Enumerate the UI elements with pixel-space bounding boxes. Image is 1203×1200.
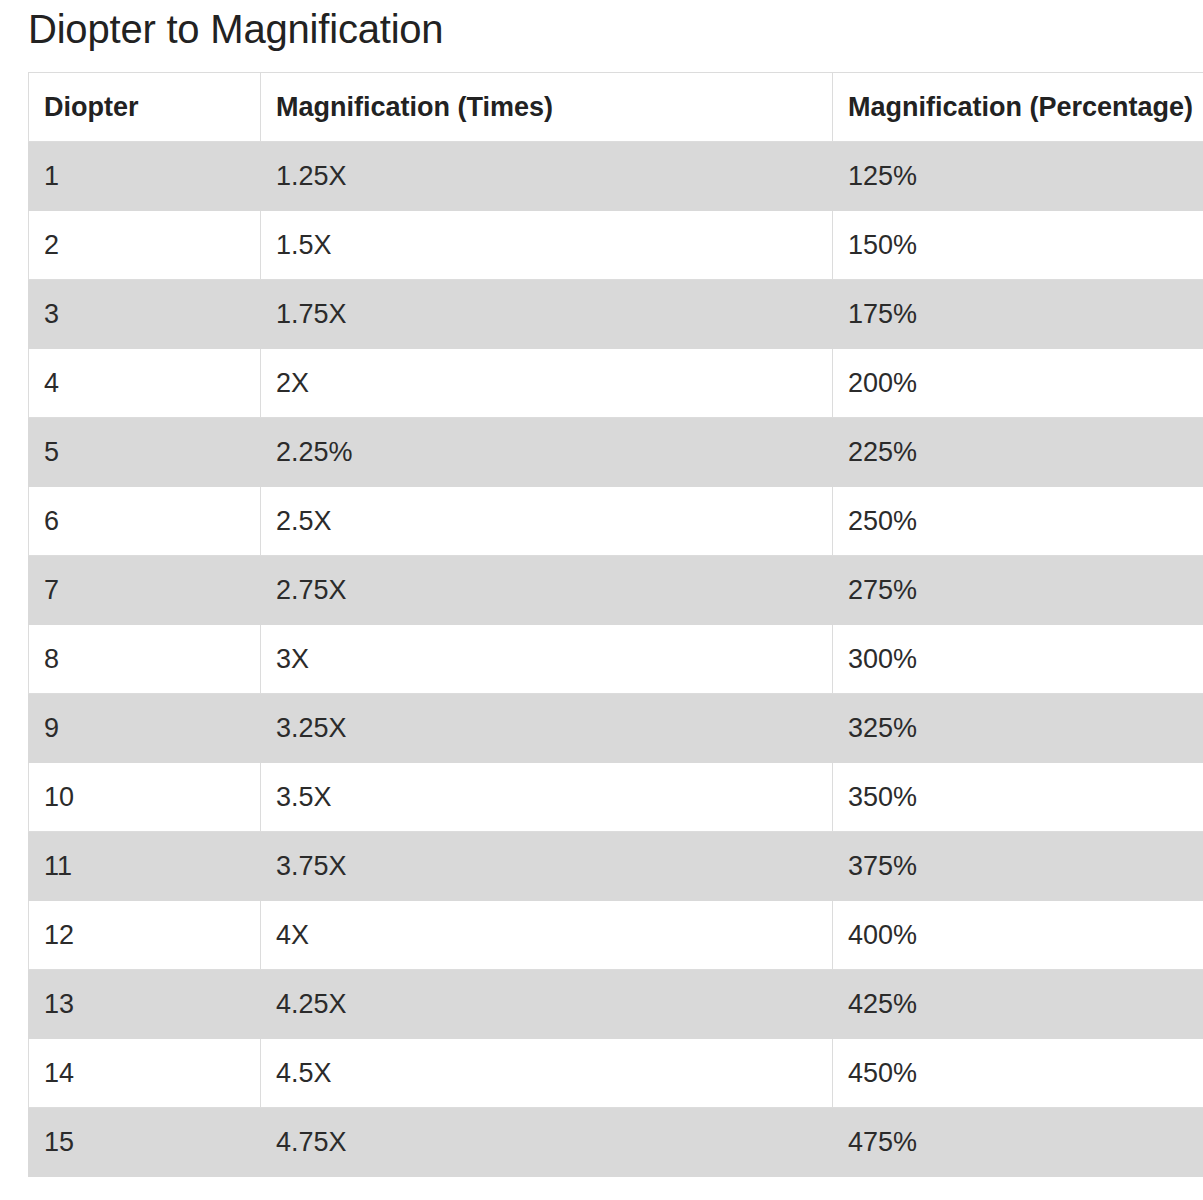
col-header-diopter: Diopter — [29, 73, 261, 142]
col-header-magnification-percentage: Magnification (Percentage) — [833, 73, 1203, 142]
diopter-cell: 7 — [29, 556, 261, 625]
magnification-percentage-cell: 175% — [833, 280, 1203, 349]
table-row: 124X400% — [29, 901, 1203, 970]
magnification-percentage-cell: 475% — [833, 1108, 1203, 1177]
table-header-row: Diopter Magnification (Times) Magnificat… — [29, 73, 1203, 142]
table-row: 11.25X125% — [29, 142, 1203, 211]
page-title: Diopter to Magnification — [28, 6, 1203, 52]
table-row: 103.5X350% — [29, 763, 1203, 832]
magnification-percentage-cell: 300% — [833, 625, 1203, 694]
table-row: 42X200% — [29, 349, 1203, 418]
magnification-times-cell: 2.75X — [261, 556, 833, 625]
magnification-times-cell: 3X — [261, 625, 833, 694]
magnification-percentage-cell: 150% — [833, 211, 1203, 280]
magnification-times-cell: 4.75X — [261, 1108, 833, 1177]
table-row: 21.5X150% — [29, 211, 1203, 280]
magnification-times-cell: 3.5X — [261, 763, 833, 832]
page: Diopter to Magnification Diopter Magnifi… — [0, 6, 1203, 1177]
diopter-cell: 12 — [29, 901, 261, 970]
magnification-percentage-cell: 200% — [833, 349, 1203, 418]
diopter-cell: 8 — [29, 625, 261, 694]
magnification-times-cell: 2.5X — [261, 487, 833, 556]
diopter-cell: 1 — [29, 142, 261, 211]
table-row: 93.25X325% — [29, 694, 1203, 763]
magnification-percentage-cell: 325% — [833, 694, 1203, 763]
magnification-percentage-cell: 225% — [833, 418, 1203, 487]
table-row: 72.75X275% — [29, 556, 1203, 625]
magnification-times-cell: 4.25X — [261, 970, 833, 1039]
table-row: 113.75X375% — [29, 832, 1203, 901]
diopter-cell: 4 — [29, 349, 261, 418]
magnification-times-cell: 3.75X — [261, 832, 833, 901]
magnification-percentage-cell: 275% — [833, 556, 1203, 625]
magnification-percentage-cell: 400% — [833, 901, 1203, 970]
magnification-times-cell: 1.25X — [261, 142, 833, 211]
table-row: 62.5X250% — [29, 487, 1203, 556]
magnification-times-cell: 3.25X — [261, 694, 833, 763]
magnification-percentage-cell: 250% — [833, 487, 1203, 556]
table-body: 11.25X125%21.5X150%31.75X175%42X200%52.2… — [29, 142, 1203, 1177]
magnification-times-cell: 4X — [261, 901, 833, 970]
magnification-percentage-cell: 125% — [833, 142, 1203, 211]
diopter-cell: 9 — [29, 694, 261, 763]
magnification-times-cell: 4.5X — [261, 1039, 833, 1108]
diopter-cell: 10 — [29, 763, 261, 832]
magnification-table: Diopter Magnification (Times) Magnificat… — [28, 72, 1203, 1177]
diopter-cell: 6 — [29, 487, 261, 556]
magnification-percentage-cell: 425% — [833, 970, 1203, 1039]
magnification-percentage-cell: 350% — [833, 763, 1203, 832]
table-row: 31.75X175% — [29, 280, 1203, 349]
table-row: 52.25%225% — [29, 418, 1203, 487]
magnification-percentage-cell: 375% — [833, 832, 1203, 901]
diopter-cell: 5 — [29, 418, 261, 487]
diopter-cell: 15 — [29, 1108, 261, 1177]
col-header-magnification-times: Magnification (Times) — [261, 73, 833, 142]
table-row: 144.5X450% — [29, 1039, 1203, 1108]
diopter-cell: 11 — [29, 832, 261, 901]
diopter-cell: 3 — [29, 280, 261, 349]
magnification-times-cell: 1.75X — [261, 280, 833, 349]
diopter-cell: 13 — [29, 970, 261, 1039]
table-row: 154.75X475% — [29, 1108, 1203, 1177]
magnification-times-cell: 2X — [261, 349, 833, 418]
table-row: 83X300% — [29, 625, 1203, 694]
diopter-cell: 14 — [29, 1039, 261, 1108]
table-row: 134.25X425% — [29, 970, 1203, 1039]
magnification-times-cell: 1.5X — [261, 211, 833, 280]
magnification-times-cell: 2.25% — [261, 418, 833, 487]
magnification-percentage-cell: 450% — [833, 1039, 1203, 1108]
diopter-cell: 2 — [29, 211, 261, 280]
